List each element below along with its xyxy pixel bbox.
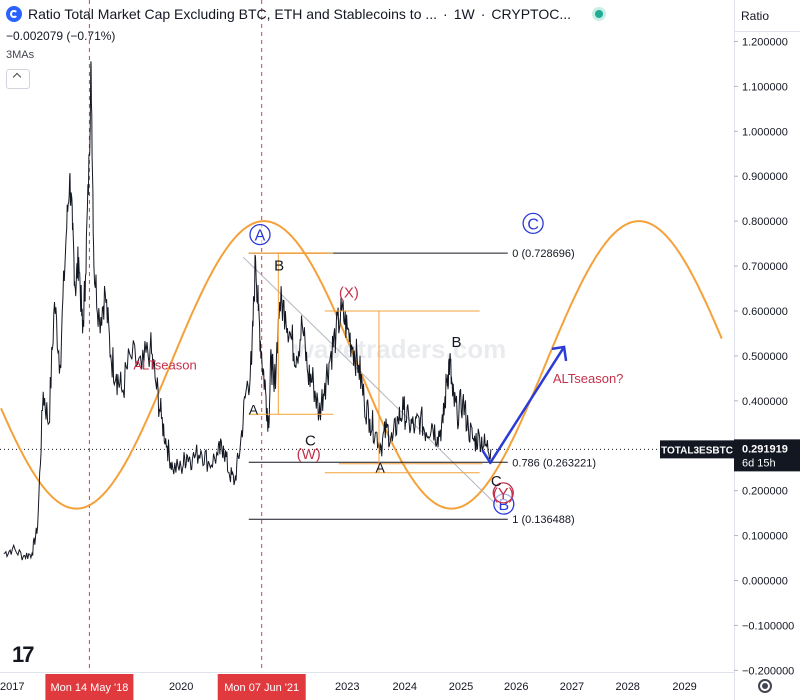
date-label-bg [217,674,306,700]
wave-label: A [255,228,266,245]
altseason-label: ALTseason? [553,371,624,386]
wave-label: B [498,497,509,514]
y-tick-label: 0.800000 [742,216,788,228]
y-tick-label: −0.100000 [742,620,794,632]
price-change: −0.002079 (−0.71%) [6,29,116,43]
y-tick-label: 0.900000 [742,171,788,183]
y-tick-label: 0.500000 [742,351,788,363]
y-tick-label: 1.000000 [742,126,788,138]
indicator-label[interactable]: 3MAs [6,49,35,61]
y-tick-label: 0.200000 [742,486,788,498]
y-tick-label: −0.200000 [742,665,794,677]
wave-label: A [249,401,259,417]
arrow-head [551,345,568,362]
fib-level-label: 1 (0.136488) [512,514,574,526]
collapse-chevron-icon[interactable] [6,69,30,89]
y-tick-label: 0.400000 [742,396,788,408]
symbol-title[interactable]: Ratio Total Market Cap Excluding BTC, ET… [28,6,438,22]
wave-label: C [305,433,316,450]
trendline [242,256,506,514]
date-label-text: Mon 07 Jun '21 [224,682,299,694]
x-tick-label: 2025 [449,681,473,693]
interval-separator: · [443,6,448,22]
fib-level-label: 0 (0.728696) [512,248,574,260]
wave-label: (Y) [493,486,514,503]
wave-label: (W) [297,446,321,463]
symbol-tag-text: TOTAL3ESBTC [661,445,733,456]
projection-arrow [488,346,566,465]
fib-level-label: 0.786 (0.263221) [512,457,596,469]
x-tick-label: 2028 [615,681,639,693]
symbol-logo-icon [6,6,22,22]
price-series-line [3,61,492,561]
x-tick-label: 2017 [0,681,24,693]
y-tick-label: 0.600000 [742,306,788,318]
x-tick-label: 2026 [504,681,528,693]
exchange-label: CRYPTOC... [491,6,572,22]
date-label-bg [45,674,134,700]
wave-label: C [491,473,502,490]
date-label-text: Mon 14 May '18 [50,682,128,694]
wave-label: B [274,258,284,275]
market-status-icon [595,10,604,18]
price-axis-panel[interactable] [734,0,800,700]
symbol-tag-bg [660,440,734,459]
y-tick-label: 0.000000 [742,576,788,588]
price-tag-bg [734,439,800,472]
wave-label: B [451,334,461,351]
x-tick-label: 2024 [392,681,416,693]
interval-label[interactable]: 1W [453,6,475,22]
y-tick-label: 1.100000 [742,81,788,93]
wave-circle [492,482,514,504]
price-tag-value: 0.291919 [742,443,788,455]
x-tick-label: 2029 [672,681,696,693]
wave-label: (X) [339,285,359,302]
y-tick-label: 1.200000 [742,36,788,48]
tradingview-logo: 17 [12,642,35,667]
cycle-curve [0,220,723,510]
chart-header: Ratio Total Market Cap Excluding BTC, ET… [6,6,604,22]
projection-arrow [481,449,492,465]
settings-gear-icon[interactable] [758,679,772,693]
x-tick-label: 2023 [335,681,359,693]
wave-label: A [375,460,385,476]
price-tag-countdown: 6d 15h [742,457,776,469]
wave-circle [522,212,544,235]
interval-separator: · [480,6,486,22]
watermark-text: wavetraders.com [293,334,506,364]
scale-mode-label[interactable]: Ratio [734,0,800,32]
wave-circle [249,223,271,246]
wave-label: C [527,216,539,233]
y-tick-label: 0.100000 [742,531,788,543]
x-tick-label: 2027 [560,681,584,693]
altseason-label: ALTseason [133,357,196,372]
y-tick-label: 0.700000 [742,261,788,273]
x-tick-label: 2020 [169,681,193,693]
